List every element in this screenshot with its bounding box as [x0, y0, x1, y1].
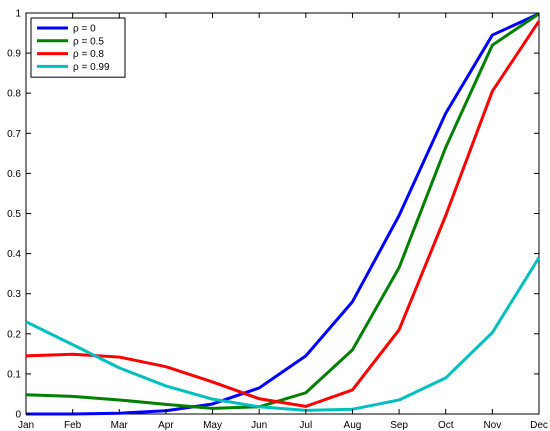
y-tick-label: 0.5: [7, 209, 21, 220]
x-tick-label: Dec: [530, 420, 548, 431]
x-tick-label: Feb: [64, 420, 82, 431]
y-tick-label: 0.4: [7, 249, 21, 260]
y-tick-label: 0.7: [7, 129, 21, 140]
y-tick-label: 0.9: [7, 49, 21, 60]
x-tick-label: Oct: [438, 420, 454, 431]
series-layer: [25, 12, 541, 416]
y-tick-label: 0.1: [7, 369, 21, 380]
x-tick-label: Apr: [158, 420, 174, 431]
y-tick-label: 0.2: [7, 329, 21, 340]
legend-label: ρ = 0.5: [73, 36, 104, 47]
y-axis: 0 0.1 0.2 0.3 0.4 0.5 0.6 0.7 0.8 0.9 1: [7, 9, 539, 421]
legend-label: ρ = 0: [73, 24, 96, 35]
legend-label: ρ = 0.99: [73, 62, 110, 73]
legend: ρ = 0ρ = 0.5 ρ = 0.8 ρ = 0.99: [30, 17, 126, 78]
series-line-3: [25, 256, 541, 412]
series-line-0: [26, 12, 540, 416]
x-tick-label: Jul: [299, 420, 312, 431]
y-tick-label: 0.8: [7, 89, 21, 100]
y-tick-label: 0.6: [7, 169, 21, 180]
x-tick-label: Jan: [18, 420, 34, 431]
x-tick-label: Aug: [344, 420, 362, 431]
series-line-1: [25, 12, 540, 410]
x-tick-label: Jun: [251, 420, 267, 431]
y-tick-label: 0: [15, 410, 21, 421]
y-tick-label: 0.3: [7, 289, 21, 300]
axes-box: [25, 12, 540, 415]
x-tick-label: May: [203, 420, 222, 431]
legend-label: ρ = 0.8: [73, 49, 104, 60]
x-tick-label: Sep: [390, 420, 408, 431]
x-axis: Jan Feb Mar Apr May Jun Jul Aug Sep Oct Nov Dec: [18, 13, 548, 431]
y-tick-label: 1: [15, 9, 21, 20]
series-line-2: [25, 20, 541, 408]
plot-area: [25, 12, 540, 415]
x-tick-label: Nov: [483, 420, 501, 431]
x-tick-label: Mar: [111, 420, 129, 431]
